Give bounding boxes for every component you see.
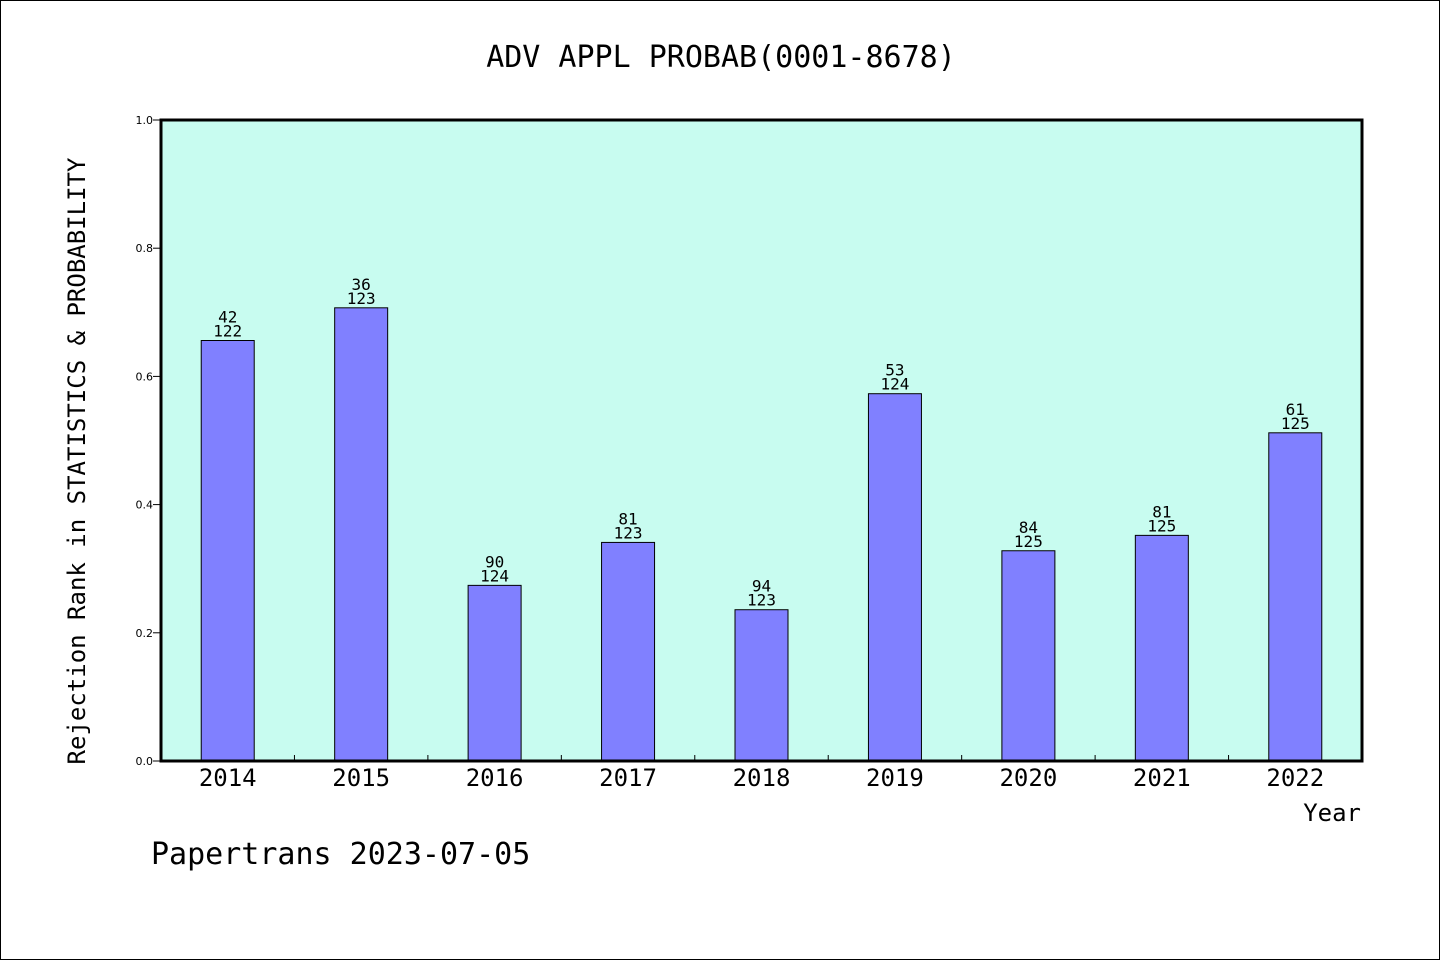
rank-label-2020: 84 <box>1019 518 1038 537</box>
bar-2017 <box>601 541 656 762</box>
rank-label-2022: 61 <box>1286 400 1305 419</box>
x-axis-label: Year <box>1303 799 1361 827</box>
total-label-2020: 125 <box>1014 532 1043 551</box>
y-axis-label: Rejection Rank in STATISTICS & PROBABILI… <box>63 157 91 764</box>
bar-2019 <box>867 393 922 762</box>
x-tick-label-2019: 2019 <box>866 764 924 792</box>
bar-2020 <box>1001 550 1056 762</box>
x-tick-label-2021: 2021 <box>1133 764 1191 792</box>
x-tick-label-2017: 2017 <box>599 764 657 792</box>
total-label-2014: 122 <box>213 322 242 341</box>
bar-2018 <box>734 609 789 762</box>
chart-title: ADV APPL PROBAB(0001-8678) <box>486 40 956 75</box>
rank-label-2015: 36 <box>352 275 371 294</box>
rank-label-2018: 94 <box>752 577 771 596</box>
x-tick-label-2014: 2014 <box>199 764 257 792</box>
y-tick-label: 0.4 <box>136 499 154 512</box>
total-label-2021: 125 <box>1147 516 1176 535</box>
bar-2014 <box>200 340 255 762</box>
total-label-2022: 125 <box>1281 414 1310 433</box>
x-tick-label-2016: 2016 <box>466 764 524 792</box>
total-label-2016: 124 <box>480 566 509 585</box>
bar-2021 <box>1134 534 1189 762</box>
y-tick-label: 0.0 <box>136 755 154 768</box>
y-tick-label: 0.8 <box>136 242 154 255</box>
x-tick-label-2018: 2018 <box>733 764 791 792</box>
bar-2016 <box>467 584 522 762</box>
rank-label-2014: 42 <box>218 308 237 327</box>
bar-2022 <box>1268 432 1323 762</box>
total-label-2017: 123 <box>614 523 643 542</box>
total-label-2018: 123 <box>747 591 776 610</box>
total-label-2019: 124 <box>880 375 909 394</box>
axis-ticks: 0.0 0.2 0.4 0.6 0.8 1.0 2014 2015 2016 2017 2018 20… <box>136 114 1325 792</box>
y-tick-label: 1.0 <box>136 114 154 127</box>
footer-text: Papertrans 2023-07-05 <box>151 837 530 872</box>
rank-label-2019: 53 <box>885 361 904 380</box>
rank-label-2021: 81 <box>1152 502 1171 521</box>
data-labels: 4212236123901248112394123531248412581125… <box>213 275 1309 610</box>
x-tick-label-2015: 2015 <box>332 764 390 792</box>
y-tick-label: 0.6 <box>136 370 154 383</box>
y-tick-label: 0.2 <box>136 627 154 640</box>
x-tick-label-2022: 2022 <box>1266 764 1324 792</box>
bar-2015 <box>334 307 389 762</box>
rank-label-2016: 90 <box>485 552 504 571</box>
total-label-2015: 123 <box>347 289 376 308</box>
x-tick-label-2020: 2020 <box>999 764 1057 792</box>
plot-border <box>159 118 1364 763</box>
bars-group <box>200 307 1323 762</box>
rank-label-2017: 81 <box>618 509 637 528</box>
